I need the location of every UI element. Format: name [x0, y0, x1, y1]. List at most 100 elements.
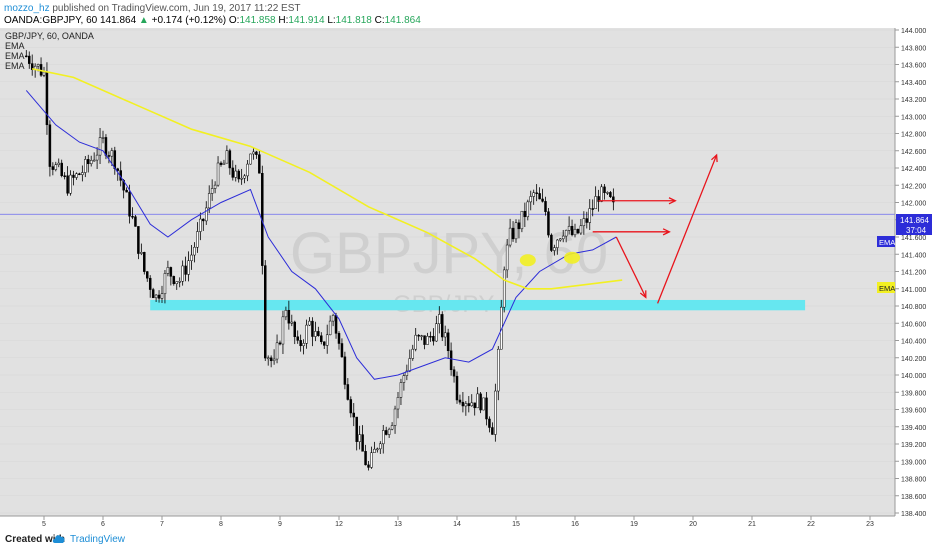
candle-body — [284, 309, 288, 318]
projection-arrow-line — [615, 236, 647, 298]
time-tick-label: 9 — [278, 521, 282, 528]
ema-yellow-badge — [877, 282, 895, 293]
candle-body — [331, 315, 335, 322]
time-tick-label: 23 — [866, 521, 874, 528]
candle-body — [317, 331, 320, 337]
candle-body — [382, 430, 385, 445]
candle-body — [60, 162, 63, 176]
candle-body — [148, 277, 152, 290]
candle-body — [432, 335, 435, 342]
author-link[interactable]: mozzo_hz — [4, 3, 50, 14]
candle-body — [373, 448, 376, 453]
candle-body — [48, 124, 52, 167]
projection-arrow-head — [639, 290, 647, 299]
candle-body — [222, 162, 226, 165]
candle-body — [25, 55, 28, 58]
price-tick-label: 138.400 — [901, 511, 926, 518]
candle-body — [125, 189, 128, 193]
candle-body — [264, 265, 267, 359]
time-tick-label: 7 — [160, 521, 164, 528]
candle-body — [559, 238, 562, 241]
candle-body — [476, 393, 479, 409]
candle-body — [547, 211, 550, 236]
price-tick-label: 142.600 — [901, 149, 926, 156]
candle-body — [494, 390, 497, 435]
candle-body — [358, 434, 361, 442]
candle-body — [376, 448, 379, 451]
candle-body — [541, 198, 544, 202]
price-tick-label: 141.000 — [901, 287, 926, 294]
candle-body — [305, 324, 308, 344]
candle-body — [128, 191, 131, 217]
candle-body — [293, 321, 296, 337]
candle-body — [252, 151, 255, 155]
candle-body — [473, 402, 476, 409]
candle-body — [458, 399, 462, 403]
price-tick-label: 143.000 — [901, 114, 926, 121]
candle-body — [87, 159, 90, 165]
candle-body — [202, 218, 205, 222]
candle-body — [387, 428, 391, 435]
candle-body — [205, 207, 208, 222]
candle-body — [441, 314, 444, 338]
price-tick-label: 143.600 — [901, 63, 926, 70]
candle-body — [349, 399, 353, 414]
price-tick-label: 140.400 — [901, 339, 926, 346]
candle-body — [169, 267, 173, 277]
candle-body — [455, 375, 459, 401]
candle-body — [556, 239, 559, 248]
candle-body — [287, 309, 291, 324]
candle-body — [240, 177, 243, 180]
candle-body — [175, 281, 178, 284]
candle-body — [408, 358, 412, 372]
legend-ema-3[interactable]: EMA — [5, 61, 25, 71]
price-tick-label: 138.800 — [901, 477, 926, 484]
candle-body — [302, 343, 305, 347]
candle-body — [505, 244, 509, 271]
candle-body — [600, 186, 603, 202]
candle-body — [275, 342, 279, 360]
candle-body — [355, 416, 358, 442]
candle-body — [576, 228, 580, 234]
candle-body — [328, 320, 332, 336]
candle-body — [579, 225, 583, 234]
legend-ema-2[interactable]: EMA — [5, 51, 25, 61]
candle-body — [396, 397, 400, 410]
candle-body — [393, 408, 397, 426]
legend-ema-1[interactable]: EMA — [5, 41, 25, 51]
change-value: +0.174 (+0.12%) — [151, 15, 227, 26]
candle-body — [573, 228, 577, 236]
candle-body — [514, 222, 518, 240]
candle-body — [63, 175, 66, 177]
candle-body — [166, 267, 170, 274]
highlight-ellipse — [564, 251, 581, 264]
candle-body — [151, 289, 155, 299]
low-value: 141.818 — [335, 15, 372, 26]
projection-arrow-head — [668, 197, 677, 205]
price-tick-label: 141.200 — [901, 270, 926, 277]
candle-body — [296, 336, 299, 341]
candle-body — [325, 334, 329, 346]
candle-body — [426, 335, 429, 345]
candle-body — [184, 265, 187, 275]
candle-body — [491, 427, 494, 435]
projection-arrow-head — [711, 153, 718, 163]
candle-body — [532, 192, 535, 197]
watermark-symbol: GBPJPY, 60 — [290, 221, 608, 286]
price-tick-label: 142.200 — [901, 183, 926, 190]
tradingview-brand-link[interactable]: TradingView — [70, 534, 126, 545]
candle-body — [190, 254, 193, 261]
candle-body — [66, 175, 69, 194]
price-tick-label: 139.200 — [901, 442, 926, 449]
candle-body — [340, 343, 344, 358]
candle-body — [281, 316, 285, 345]
header-bar: mozzo_hz published on TradingView.com, J… — [0, 0, 932, 28]
candle-body — [69, 174, 72, 194]
candle-body — [597, 196, 600, 202]
candle-body — [187, 260, 190, 275]
candle-body — [399, 382, 403, 398]
candle-body — [488, 418, 491, 428]
price-tick-label: 139.400 — [901, 425, 926, 432]
candle-body — [237, 170, 240, 180]
candle-body — [234, 170, 237, 178]
